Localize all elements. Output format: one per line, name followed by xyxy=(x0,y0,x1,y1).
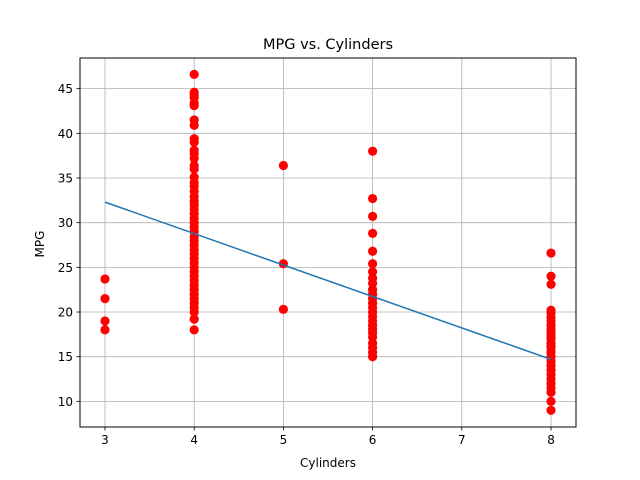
x-tick-label: 3 xyxy=(101,433,109,447)
data-point xyxy=(189,314,199,324)
data-point xyxy=(189,325,199,335)
regression-line-group xyxy=(104,201,552,361)
x-axis-ticks: 3 4 5 6 7 8 xyxy=(101,427,555,447)
data-point xyxy=(546,271,556,281)
data-point xyxy=(546,248,556,258)
data-point xyxy=(368,259,378,269)
x-axis-title: Cylinders xyxy=(300,456,356,470)
data-point xyxy=(546,396,556,406)
data-point xyxy=(189,137,199,147)
y-tick-label: 10 xyxy=(58,395,73,409)
x-tick-label: 4 xyxy=(190,433,198,447)
data-point xyxy=(189,120,199,130)
data-point xyxy=(189,164,199,174)
chart-title: MPG vs. Cylinders xyxy=(263,37,393,53)
plot-area-frame xyxy=(79,57,577,428)
x-tick-label: 6 xyxy=(369,433,377,447)
x-tick-label: 7 xyxy=(458,433,466,447)
regression-line xyxy=(104,201,552,361)
y-tick-label: 35 xyxy=(58,171,73,185)
x-tick-label: 8 xyxy=(547,433,555,447)
data-point xyxy=(100,274,110,284)
data-point xyxy=(368,146,378,156)
data-point xyxy=(189,101,199,111)
scatter-points xyxy=(100,69,556,415)
data-point xyxy=(368,246,378,256)
y-axis-ticks: 10 15 20 25 30 35 40 45 xyxy=(58,82,80,409)
data-point xyxy=(100,325,110,335)
y-tick-label: 20 xyxy=(58,306,73,320)
y-tick-label: 25 xyxy=(58,261,73,275)
data-point xyxy=(546,405,556,415)
data-point xyxy=(546,387,556,398)
y-tick-label: 30 xyxy=(58,216,73,230)
data-point xyxy=(368,228,378,238)
data-point xyxy=(368,211,378,222)
y-axis-title: MPG xyxy=(33,231,47,258)
data-point xyxy=(189,307,199,317)
data-point xyxy=(189,153,199,163)
x-tick-label: 5 xyxy=(280,433,288,447)
y-tick-label: 15 xyxy=(58,350,73,364)
data-point xyxy=(100,294,110,304)
y-tick-label: 45 xyxy=(58,82,73,96)
data-point xyxy=(189,69,199,79)
data-point xyxy=(278,304,288,314)
data-point xyxy=(546,279,556,289)
data-point xyxy=(100,316,110,326)
data-point xyxy=(368,352,378,362)
data-point xyxy=(278,160,288,171)
y-tick-label: 40 xyxy=(58,127,73,141)
data-point xyxy=(368,193,378,204)
